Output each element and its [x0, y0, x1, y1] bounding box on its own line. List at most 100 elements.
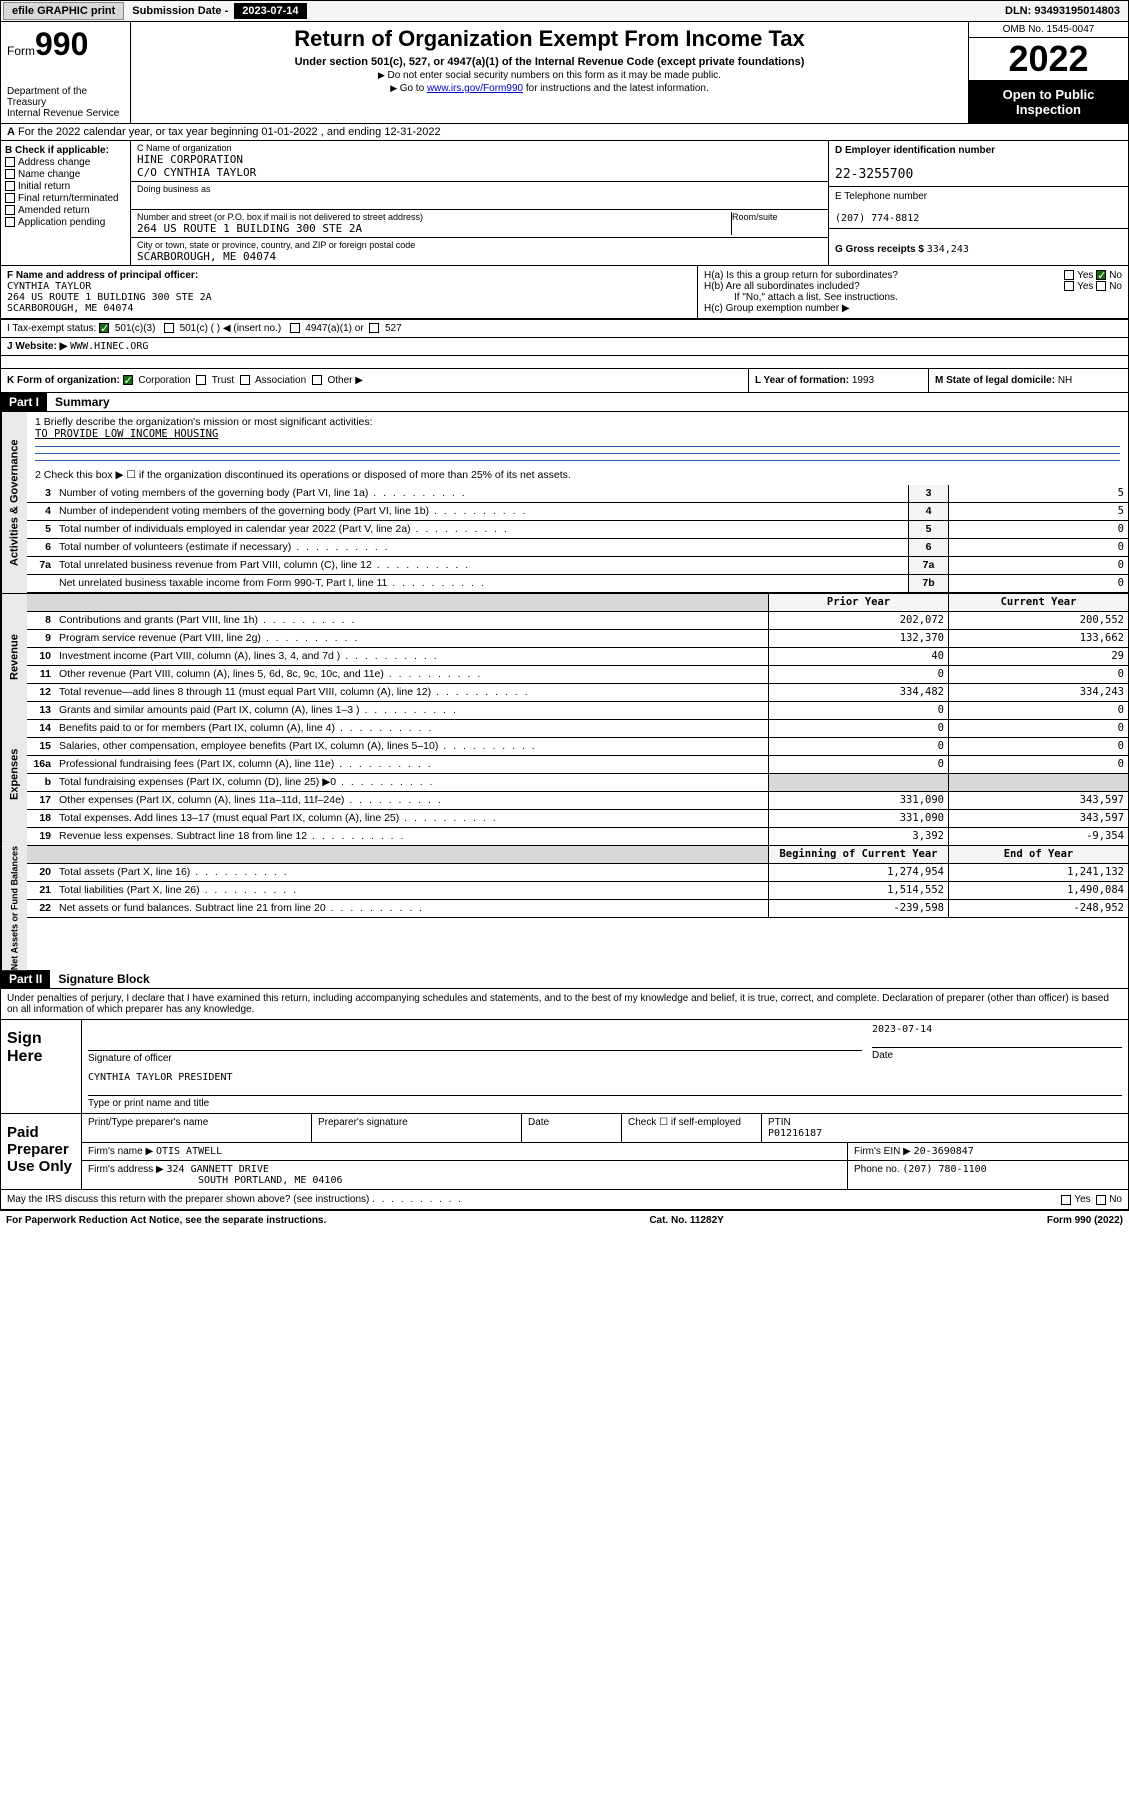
table-row: 17Other expenses (Part IX, column (A), l… [27, 792, 1128, 810]
form-word: Form [7, 44, 35, 58]
end-hdr: End of Year [948, 846, 1128, 863]
prep-date-hdr: Date [522, 1114, 622, 1142]
dln-label: DLN: [1005, 5, 1034, 17]
ha-label: H(a) Is this a group return for subordin… [704, 270, 898, 281]
corp-check[interactable] [123, 375, 133, 385]
website-value: WWW.HINEC.ORG [70, 341, 148, 352]
tax-year: 2022 [969, 38, 1128, 81]
mission-q1: 1 Briefly describe the organization's mi… [35, 416, 1120, 428]
chk-initial-return[interactable] [5, 181, 15, 191]
footer-right: Form 990 (2022) [1047, 1215, 1123, 1226]
assoc-check[interactable] [240, 375, 250, 385]
governance-section: Activities & Governance 1 Briefly descri… [0, 412, 1129, 594]
no-lbl: No [1109, 270, 1122, 281]
chk-lbl-3: Final return/terminated [18, 193, 119, 204]
dept-treasury: Department of the Treasury Internal Reve… [7, 86, 124, 119]
ptin-hdr: PTIN [768, 1117, 791, 1128]
firm-phone: (207) 780-1100 [902, 1164, 986, 1175]
org-info-block: B Check if applicable: Address change Na… [0, 141, 1129, 266]
chk-address-change[interactable] [5, 157, 15, 167]
submission-label: Submission Date - [126, 3, 234, 19]
prep-sig-hdr: Preparer's signature [312, 1114, 522, 1142]
netassets-header: Net Assets or Fund Balances Beginning of… [0, 846, 1129, 970]
irs-no[interactable] [1096, 1195, 1106, 1205]
opt-assoc: Association [255, 375, 306, 386]
firm-addr2: SOUTH PORTLAND, ME 04106 [88, 1175, 343, 1186]
hb-note: If "No," attach a list. See instructions… [704, 292, 1122, 303]
chk-lbl-5: Application pending [18, 217, 105, 228]
chk-lbl-0: Address change [18, 157, 90, 168]
table-row: 21Total liabilities (Part X, line 26)1,5… [27, 882, 1128, 900]
footer-mid: Cat. No. 11282Y [649, 1215, 723, 1226]
gross-label: G Gross receipts $ [835, 244, 927, 255]
may-irs-text: May the IRS discuss this return with the… [7, 1194, 369, 1205]
org-care-of: C/O CYNTHIA TAYLOR [137, 166, 822, 179]
street-address: 264 US ROUTE 1 BUILDING 300 STE 2A [137, 222, 731, 235]
hb-no[interactable] [1096, 281, 1106, 291]
table-row: 7aTotal unrelated business revenue from … [27, 557, 1128, 575]
table-row: 22Net assets or fund balances. Subtract … [27, 900, 1128, 918]
officer-label: F Name and address of principal officer: [7, 270, 198, 281]
ha-yes[interactable] [1064, 270, 1074, 280]
opt-corp: Corporation [138, 375, 190, 386]
chk-amended[interactable] [5, 205, 15, 215]
chk-lbl-1: Name change [18, 169, 80, 180]
ein-label: D Employer identification number [835, 145, 995, 156]
subtitle-1: Under section 501(c), 527, or 4947(a)(1)… [139, 56, 960, 68]
firm-addr-lbl: Firm's address ▶ [88, 1164, 167, 1175]
501c3-check[interactable] [99, 323, 109, 333]
part2-badge: Part II [1, 970, 50, 988]
table-row: 3Number of voting members of the governi… [27, 485, 1128, 503]
527-lbl: 527 [385, 323, 402, 334]
revenue-section: Revenue 8Contributions and grants (Part … [0, 612, 1129, 702]
table-row: 9Program service revenue (Part VIII, lin… [27, 630, 1128, 648]
table-row: 14Benefits paid to or for members (Part … [27, 720, 1128, 738]
subtitle-2: Do not enter social security numbers on … [139, 70, 960, 81]
domicile-value: NH [1058, 375, 1072, 386]
table-row: 19Revenue less expenses. Subtract line 1… [27, 828, 1128, 846]
table-row: 20Total assets (Part X, line 16)1,274,95… [27, 864, 1128, 882]
hc-label: H(c) Group exemption number ▶ [704, 303, 1122, 314]
sig-officer-label: Signature of officer [88, 1050, 862, 1064]
netassets-sidebar: Net Assets or Fund Balances [1, 846, 27, 970]
sig-name-label: Type or print name and title [88, 1095, 1122, 1109]
city-label: City or town, state or province, country… [137, 240, 822, 250]
irs-link[interactable]: www.irs.gov/Form990 [427, 83, 523, 94]
self-emp-hdr: Check ☐ if self-employed [622, 1114, 762, 1142]
527-check[interactable] [369, 323, 379, 333]
domicile-label: M State of legal domicile: [935, 375, 1058, 386]
part2-header: Part II Signature Block [0, 970, 1129, 989]
sign-here-label: Sign Here [1, 1020, 81, 1113]
blank-sidebar [1, 594, 27, 612]
table-row: 6Total number of volunteers (estimate if… [27, 539, 1128, 557]
perjury-text: Under penalties of perjury, I declare th… [0, 989, 1129, 1020]
top-bar: efile GRAPHIC print Submission Date - 20… [0, 0, 1129, 22]
hb-yes[interactable] [1064, 281, 1074, 291]
ptin-value: P01216187 [768, 1128, 822, 1139]
ha-no[interactable] [1096, 270, 1106, 280]
other-check[interactable] [312, 375, 322, 385]
form-header: Form990 Department of the Treasury Inter… [0, 22, 1129, 124]
part1-header: Part I Summary [0, 393, 1129, 412]
501c3-lbl: 501(c)(3) [115, 323, 156, 334]
open-inspection: Open to Public Inspection [969, 81, 1128, 123]
form-number: Form990 [7, 26, 124, 63]
firm-addr1: 324 GANNETT DRIVE [167, 1164, 269, 1175]
4947-check[interactable] [290, 323, 300, 333]
irs-yes[interactable] [1061, 1195, 1071, 1205]
mission-q2: 2 Check this box ▶ ☐ if the organization… [35, 469, 1120, 481]
chk-app-pending[interactable] [5, 217, 15, 227]
may-irs-row: May the IRS discuss this return with the… [0, 1190, 1129, 1210]
table-row: 12Total revenue—add lines 8 through 11 (… [27, 684, 1128, 702]
4947-lbl: 4947(a)(1) or [305, 323, 363, 334]
501c-check[interactable] [164, 323, 174, 333]
opt-other: Other ▶ [327, 375, 362, 386]
footer-left: For Paperwork Reduction Act Notice, see … [6, 1215, 326, 1226]
chk-final-return[interactable] [5, 193, 15, 203]
omb-number: OMB No. 1545-0047 [969, 22, 1128, 38]
prep-name-hdr: Print/Type preparer's name [82, 1114, 312, 1142]
efile-button[interactable]: efile GRAPHIC print [3, 2, 124, 20]
trust-check[interactable] [196, 375, 206, 385]
part1-title: Summary [47, 393, 118, 411]
sign-here-row: Sign Here Signature of officer 2023-07-1… [0, 1020, 1129, 1114]
